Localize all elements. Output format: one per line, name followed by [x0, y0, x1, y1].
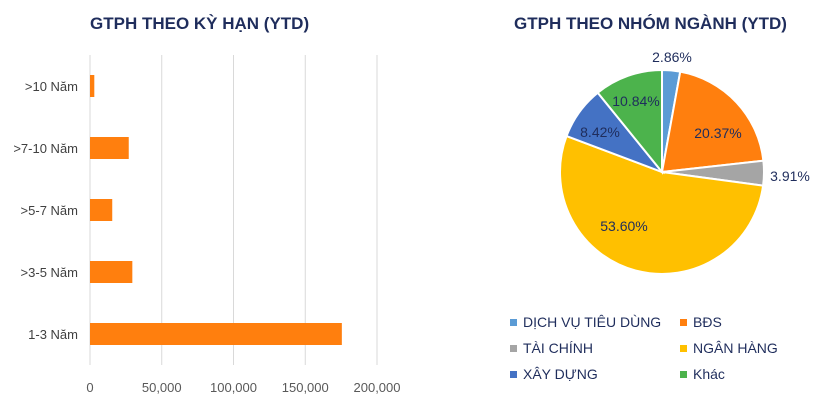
legend-label: DỊCH VỤ TIÊU DÙNG — [523, 314, 662, 330]
bar-chart-title: GTPH THEO KỲ HẠN (YTD) — [90, 14, 310, 33]
y-tick-label: >10 Năm — [25, 79, 78, 94]
data-label: 3.91% — [770, 168, 810, 184]
legend-swatch — [510, 318, 517, 326]
legend-label: BĐS — [693, 314, 722, 330]
data-label: 20.37% — [694, 125, 741, 141]
y-tick-label: >5-7 Năm — [21, 203, 78, 218]
legend-item: Khác — [680, 366, 725, 382]
x-tick-label: 0 — [86, 380, 93, 395]
bar-chart: 0 50,000 100,000 150,000 200,000 >10 Năm >7-10… — [13, 55, 401, 395]
pie-chart-title: GTPH THEO NHÓM NGÀNH (YTD) — [514, 14, 787, 33]
pie-slice — [596, 68, 663, 175]
legend-label: TÀI CHÍNH — [523, 340, 593, 356]
legend-item: BĐS — [680, 314, 722, 330]
legend-swatch — [510, 370, 517, 378]
legend-item: TÀI CHÍNH — [510, 340, 593, 356]
data-label: 2.86% — [652, 49, 692, 65]
legend-item: DỊCH VỤ TIÊU DÙNG — [510, 314, 661, 330]
x-tick-label: 50,000 — [142, 380, 182, 395]
legend-swatch — [680, 318, 687, 326]
bar — [90, 323, 342, 345]
bar — [90, 137, 129, 159]
data-label: 8.42% — [580, 124, 620, 140]
bar-chart-panel: GTPH THEO KỲ HẠN (YTD) 0 50,000 100,000 150… — [13, 14, 401, 395]
pie-chart: 2.86% 20.37% 3.91% 53.60% 8.42% 10.84% — [559, 49, 810, 275]
legend-swatch — [680, 344, 687, 352]
bar — [90, 261, 133, 283]
legend-item: NGÂN HÀNG — [680, 340, 778, 356]
legend-label: Khác — [693, 366, 725, 382]
legend-swatch — [680, 370, 687, 378]
legend-label: NGÂN HÀNG — [693, 340, 778, 356]
data-label: 10.84% — [612, 93, 659, 109]
bar — [90, 199, 113, 221]
pie-slice — [660, 70, 765, 174]
x-tick-label: 100,000 — [210, 380, 257, 395]
legend-swatch — [510, 344, 517, 352]
legend-label: XÂY DỰNG — [523, 366, 598, 382]
y-tick-label: 1-3 Năm — [28, 327, 78, 342]
bar — [90, 75, 95, 97]
pie-chart-panel: GTPH THEO NHÓM NGÀNH (YTD) 2.86% 20.37% 3.… — [440, 0, 831, 410]
y-tick-label: >3-5 Năm — [21, 265, 78, 280]
data-label: 53.60% — [600, 218, 647, 234]
y-tick-label: >7-10 Năm — [13, 141, 78, 156]
x-tick-label: 150,000 — [282, 380, 329, 395]
legend-item: XÂY DỰNG — [510, 366, 598, 382]
x-tick-label: 200,000 — [354, 380, 401, 395]
pie-slice — [559, 134, 765, 275]
